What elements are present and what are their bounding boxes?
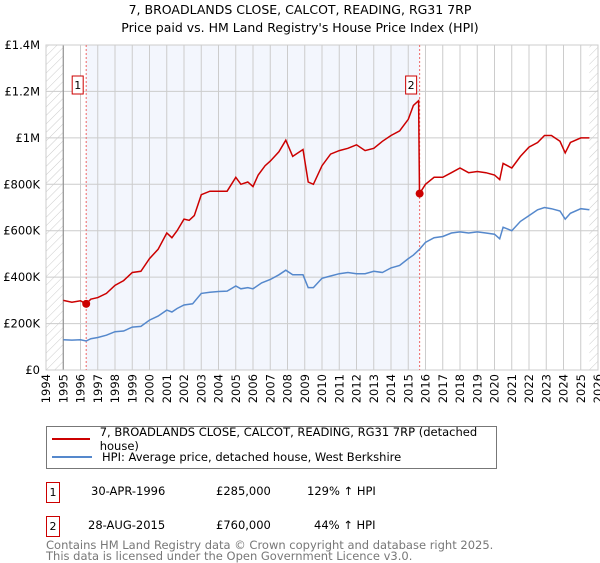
- series-line-property: [63, 99, 590, 305]
- x-tick-label: 2000: [143, 374, 157, 403]
- sale-row-1: 1 30-APR-1996 £285,000 129% ↑ HPI: [46, 482, 546, 503]
- x-tick-label: 2010: [315, 374, 329, 403]
- hatched-region-left: [46, 45, 64, 370]
- y-tick-label: £0: [25, 363, 40, 377]
- x-tick-label: 2026: [591, 374, 600, 403]
- x-tick-label: 1999: [125, 374, 139, 403]
- hatched-region-right: [589, 45, 598, 370]
- y-tick-label: £600K: [3, 224, 40, 238]
- footer: Contains HM Land Registry data © Crown c…: [46, 538, 494, 563]
- x-tick-label: 2025: [574, 374, 588, 403]
- y-tick-label: £1.2M: [4, 84, 40, 98]
- y-tick-label: £1M: [15, 131, 40, 145]
- sale-price: £760,000: [216, 518, 271, 532]
- x-tick-label: 2015: [401, 374, 415, 403]
- x-tick-label: 2002: [177, 374, 191, 403]
- sale-label-box: [71, 75, 84, 95]
- x-tick-label: 2016: [419, 374, 433, 403]
- sale-marker-badge: 1: [46, 482, 60, 503]
- sale-hpi-change: 44% ↑ HPI: [314, 518, 376, 532]
- footer-copyright: Contains HM Land Registry data © Crown c…: [46, 538, 494, 552]
- y-tick-label: £1.4M: [4, 38, 40, 52]
- chart-subtitle: Price paid vs. HM Land Registry's House …: [121, 20, 479, 35]
- x-tick-label: 2007: [263, 374, 277, 403]
- footer-licence: This data is licensed under the Open Gov…: [46, 549, 413, 563]
- x-tick-label: 1998: [108, 374, 122, 403]
- x-tick-label: 2009: [298, 374, 312, 403]
- plot-border: [45, 44, 599, 371]
- sale-hpi-change: 129% ↑ HPI: [307, 484, 376, 498]
- legend-swatch-red: [52, 438, 90, 440]
- x-tick-label: 2021: [505, 374, 519, 403]
- sale-row-2: 2 28-AUG-2015 £760,000 44% ↑ HPI: [46, 516, 546, 537]
- series-line-hpi: [63, 206, 590, 342]
- x-tick-label: 1997: [91, 374, 105, 403]
- legend-label: HPI: Average price, detached house, West…: [102, 450, 402, 464]
- x-tick-label: 2005: [229, 374, 243, 403]
- x-tick-label: 1995: [56, 374, 70, 403]
- x-tick-label: 2003: [194, 374, 208, 403]
- sale-date: 30-APR-1996: [91, 484, 166, 498]
- sale-marker-badge: 2: [46, 516, 60, 537]
- legend-swatch-blue: [52, 456, 92, 458]
- chart-title: 7, BROADLANDS CLOSE, CALCOT, READING, RG…: [128, 2, 472, 17]
- sale-point: [82, 299, 91, 308]
- legend-label: 7, BROADLANDS CLOSE, CALCOT, READING, RG…: [99, 425, 478, 453]
- legend: 7, BROADLANDS CLOSE, CALCOT, READING, RG…: [46, 425, 497, 469]
- x-tick-label: 2004: [212, 374, 226, 403]
- x-tick-label: 1994: [39, 374, 53, 403]
- sale-point: [415, 189, 424, 198]
- sale-label: 1: [74, 79, 81, 92]
- y-tick-label: £800K: [3, 177, 40, 191]
- x-tick-label: 1996: [74, 374, 88, 403]
- sale-date: 28-AUG-2015: [88, 518, 166, 532]
- x-tick-label: 2012: [350, 374, 364, 403]
- y-tick-label: £400K: [3, 270, 40, 284]
- x-tick-label: 2017: [436, 374, 450, 403]
- x-tick-label: 2011: [332, 374, 346, 403]
- x-tick-label: 2006: [246, 374, 260, 403]
- legend-item-hpi: HPI: Average price, detached house, West…: [52, 449, 401, 465]
- x-tick-label: 2019: [470, 374, 484, 403]
- y-tick-label: £200K: [3, 317, 40, 331]
- sale-label: 2: [408, 79, 415, 92]
- legend-item-property: 7, BROADLANDS CLOSE, CALCOT, READING, RG…: [52, 425, 496, 453]
- x-tick-label: 2014: [384, 374, 398, 403]
- sale-label-box: [405, 75, 418, 95]
- x-tick-label: 2008: [281, 374, 295, 403]
- x-tick-label: 2020: [488, 374, 502, 403]
- x-tick-label: 2022: [522, 374, 536, 403]
- price-chart: 1994 1995 1996 1997 1998 1999 2000 2001 2002 2003…: [3, 38, 600, 403]
- x-tick-label: 2001: [160, 374, 174, 403]
- x-tick-label: 2018: [453, 374, 467, 403]
- sale-price: £285,000: [216, 484, 271, 498]
- x-tick-label: 2023: [539, 374, 553, 403]
- x-tick-label: 2013: [367, 374, 381, 403]
- x-tick-label: 2024: [557, 374, 571, 403]
